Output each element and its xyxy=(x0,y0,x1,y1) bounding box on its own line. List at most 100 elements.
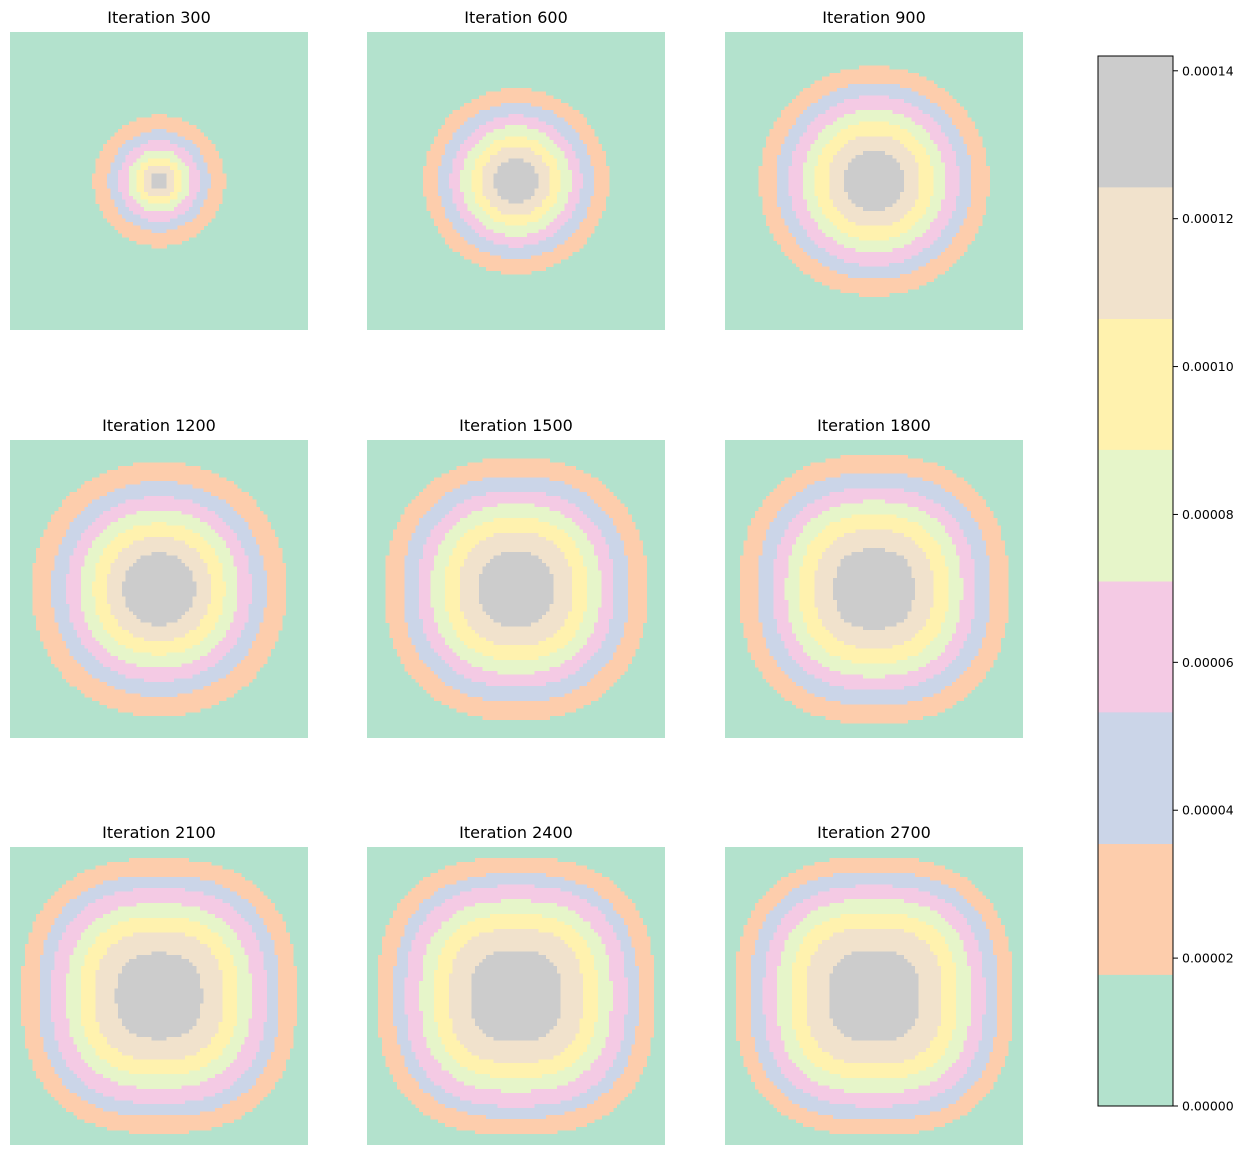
heatmap-cell xyxy=(509,110,513,114)
heatmap-cell xyxy=(178,233,182,237)
heatmap-cell xyxy=(829,121,833,125)
heatmap-cell xyxy=(852,140,856,144)
heatmap-cell xyxy=(568,185,572,189)
heatmap-cell xyxy=(442,229,446,233)
heatmap-cell xyxy=(553,248,557,252)
heatmap-cell xyxy=(937,185,941,189)
heatmap-cell xyxy=(516,159,520,163)
heatmap-cell xyxy=(497,147,501,151)
heatmap-cell xyxy=(129,233,133,237)
heatmap-cell xyxy=(930,147,934,151)
heatmap-cell xyxy=(870,114,874,118)
heatmap-cell xyxy=(796,188,800,192)
heatmap-cell xyxy=(479,233,483,237)
heatmap-cell xyxy=(848,155,852,159)
heatmap-cell xyxy=(468,226,472,230)
heatmap-cell xyxy=(550,121,554,125)
heatmap-cell xyxy=(591,211,595,215)
heatmap-cell xyxy=(941,162,945,166)
heatmap-cell xyxy=(92,185,96,189)
heatmap-cell xyxy=(982,162,986,166)
heatmap-cell xyxy=(844,103,848,107)
heatmap-cell xyxy=(148,140,152,144)
heatmap-cell xyxy=(881,144,885,148)
heatmap-cell xyxy=(557,129,561,133)
heatmap-cell xyxy=(945,192,949,196)
heatmap-cell xyxy=(915,121,919,125)
heatmap-cell xyxy=(550,136,554,140)
heatmap-cell xyxy=(867,133,871,137)
heatmap-cell xyxy=(550,114,554,118)
heatmap-cell xyxy=(129,140,133,144)
heatmap-cell xyxy=(829,192,833,196)
heatmap-cell xyxy=(125,155,129,159)
heatmap-cell xyxy=(486,107,490,111)
heatmap-cell xyxy=(553,185,557,189)
heatmap-cell xyxy=(193,211,197,215)
heatmap-cell xyxy=(859,114,863,118)
heatmap-cell xyxy=(486,174,490,178)
heatmap-cell xyxy=(464,140,468,144)
heatmap-cell xyxy=(193,177,197,181)
heatmap-cell xyxy=(144,155,148,159)
heatmap-cell xyxy=(908,200,912,204)
heatmap-cell xyxy=(826,125,830,129)
heatmap-cell xyxy=(960,192,964,196)
heatmap-cell xyxy=(926,162,930,166)
heatmap-cell xyxy=(490,203,494,207)
heatmap-cell xyxy=(975,147,979,151)
heatmap-cell xyxy=(215,159,219,163)
heatmap-cell xyxy=(874,121,878,125)
heatmap-cell xyxy=(542,107,546,111)
heatmap-cell xyxy=(796,147,800,151)
heatmap-cell xyxy=(785,200,789,204)
heatmap-cell xyxy=(527,174,531,178)
heatmap-cell xyxy=(427,203,431,207)
heatmap-cell xyxy=(464,129,468,133)
heatmap-cell xyxy=(941,107,945,111)
heatmap-cell xyxy=(855,69,859,73)
heatmap-cell xyxy=(576,118,580,122)
heatmap-cell xyxy=(576,188,580,192)
heatmap-cell xyxy=(848,114,852,118)
heatmap-cell xyxy=(516,177,520,181)
heatmap-cell xyxy=(777,125,781,129)
heatmap-cell xyxy=(535,133,539,137)
heatmap-cell xyxy=(859,200,863,204)
heatmap-cell xyxy=(204,166,208,170)
heatmap-cell xyxy=(908,181,912,185)
heatmap-cell xyxy=(807,114,811,118)
heatmap-cell xyxy=(542,196,546,200)
heatmap-cell xyxy=(930,177,934,181)
heatmap-cell xyxy=(468,222,472,226)
heatmap-cell xyxy=(829,95,833,99)
heatmap-cell xyxy=(870,77,874,81)
heatmap-cell xyxy=(867,129,871,133)
heatmap-cell xyxy=(837,92,841,96)
heatmap-cell xyxy=(937,147,941,151)
heatmap-cell xyxy=(542,114,546,118)
heatmap-cell xyxy=(516,95,520,99)
heatmap-cell xyxy=(583,203,587,207)
heatmap-cell xyxy=(170,159,174,163)
heatmap-cell xyxy=(900,88,904,92)
heatmap-cell xyxy=(874,69,878,73)
heatmap-cell xyxy=(512,207,516,211)
heatmap-cell xyxy=(949,114,953,118)
heatmap-cell xyxy=(438,151,442,155)
heatmap-cell xyxy=(840,192,844,196)
heatmap-cell xyxy=(523,136,527,140)
heatmap-cell xyxy=(960,203,964,207)
heatmap-cell xyxy=(490,267,494,271)
heatmap-cell xyxy=(546,129,550,133)
heatmap-cell xyxy=(207,188,211,192)
heatmap-cell xyxy=(811,133,815,137)
heatmap-cell xyxy=(926,170,930,174)
heatmap-cell xyxy=(930,155,934,159)
heatmap-cell xyxy=(520,229,524,233)
heatmap-cell xyxy=(800,110,804,114)
heatmap-cell xyxy=(475,211,479,215)
heatmap-cell xyxy=(807,103,811,107)
heatmap-cell xyxy=(557,218,561,222)
heatmap-cell xyxy=(103,177,107,181)
